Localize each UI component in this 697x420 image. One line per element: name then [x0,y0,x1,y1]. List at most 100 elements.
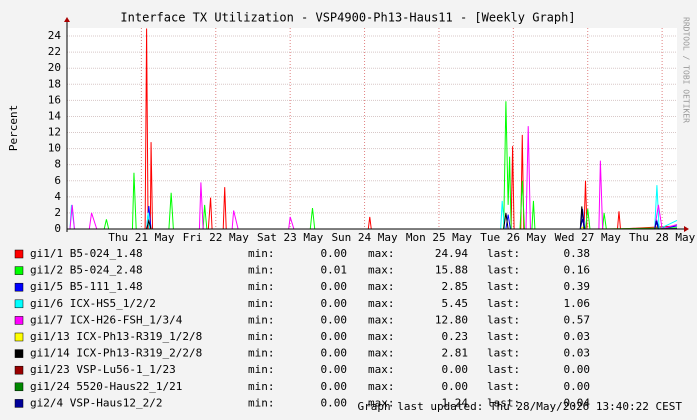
x-tick-label: Thu 21 May [108,231,175,244]
stat-label: min: [248,363,275,376]
stat-label: last: [487,247,520,260]
stat-value: 0.00 [564,380,591,393]
stat-value: 12.80 [435,313,468,326]
stat-value: 0.16 [564,264,591,277]
y-axis-arrow [64,17,70,22]
x-tick-label: Mon 25 May [406,231,473,244]
legend-swatch [14,399,24,408]
y-tick-label: 16 [48,93,61,106]
stat-label: last: [487,380,520,393]
watermark: RRDTOOL / TOBI OETIKER [682,17,691,123]
stat-label: last: [487,396,520,409]
stat-label: max: [368,280,395,293]
stat-label: max: [368,330,395,343]
stat-label: min: [248,264,275,277]
stat-value: 0.00 [321,380,348,393]
stat-value: 0.00 [321,247,348,260]
stat-label: last: [487,280,520,293]
legend-label: gi1/23 VSP-Lu56-1_1/23 [30,363,176,376]
y-tick-label: 18 [48,77,61,90]
stat-value: 0.00 [564,363,591,376]
stat-value: 0.38 [564,247,591,260]
x-tick-label: Fri 22 May [183,231,250,244]
y-tick-label: 8 [54,158,61,171]
stat-value: 0.57 [564,313,591,326]
y-tick-label: 4 [54,190,61,203]
stat-label: max: [368,363,395,376]
stat-value: 0.00 [321,347,348,360]
stat-value: 0.39 [564,280,591,293]
stat-value: 0.00 [321,297,348,310]
stat-value: 0.03 [564,347,591,360]
y-tick-label: 2 [54,206,61,219]
legend-label: gi1/14 ICX-Ph13-R319_2/2/8 [30,347,202,360]
stat-label: min: [248,247,275,260]
stat-label: max: [368,313,395,326]
stat-label: min: [248,280,275,293]
stat-value: 0.00 [321,363,348,376]
stat-label: last: [487,264,520,277]
y-tick-label: 0 [54,222,61,235]
chart-title: Interface TX Utilization - VSP4900-Ph13-… [120,11,575,25]
legend-label: gi1/1 B5-024_1.48 [30,247,143,260]
stat-value: 5.45 [442,297,469,310]
x-tick-label: Thu 28 May [629,231,696,244]
series-line [67,206,678,230]
x-tick-label: Wed 27 May [555,231,622,244]
stat-value: 0.00 [442,363,469,376]
legend: gi1/1 B5-024_1.48 min: 0.00 max: 24.94 last: 0… [14,247,591,409]
stat-value: 2.85 [442,280,469,293]
stat-value: 0.04 [564,396,591,409]
legend-swatch [14,365,24,375]
stat-value: 1.06 [564,297,591,310]
legend-label: gi2/4 VSP-Haus12_2/2 [30,396,162,409]
stat-value: 24.94 [435,247,468,260]
stat-label: last: [487,363,520,376]
stat-value: 0.23 [442,330,469,343]
y-tick-label: 10 [48,142,61,155]
y-tick-label: 6 [54,174,61,187]
stat-label: last: [487,347,520,360]
stat-label: last: [487,313,520,326]
x-tick-label: Tue 26 May [480,231,547,244]
y-tick-label: 14 [48,109,62,122]
stat-value: 15.88 [435,264,468,277]
stat-label: last: [487,297,520,310]
stat-value: 0.00 [321,313,348,326]
x-tick-label: Sat 23 May [257,231,324,244]
y-tick-label: 24 [48,29,62,42]
series-line [67,28,678,230]
stat-label: max: [368,264,395,277]
x-tick-label: Sun 24 May [331,231,398,244]
series-line [67,101,678,230]
legend-label: gi1/24 5520-Haus22_1/21 [30,380,182,393]
stat-label: max: [368,297,395,310]
stat-label: last: [487,330,520,343]
stat-value: 0.00 [321,280,348,293]
y-tick-label: 20 [48,61,61,74]
stat-value: 1.24 [442,396,469,409]
y-axis-label: Percent [7,105,20,151]
legend-swatch [14,349,24,358]
y-tick-label: 12 [48,126,61,139]
stat-label: max: [368,347,395,360]
stat-label: max: [368,247,395,260]
stat-value: 2.81 [442,347,469,360]
y-tick-label: 22 [48,45,61,58]
stat-label: min: [248,330,275,343]
legend-swatch [14,266,24,275]
footer: Graph last updated: Thu 28/May/2026 13:4… [357,400,682,413]
legend-swatch [14,299,24,309]
legend-swatch [14,332,24,342]
stat-value: 0.01 [321,264,348,277]
legend-swatch [14,382,24,392]
stat-label: max: [368,380,395,393]
legend-label: gi1/6 ICX-HS5_1/2/2 [30,297,156,310]
stat-value: 0.00 [442,380,469,393]
stat-label: min: [248,396,275,409]
stat-value: 0.00 [321,330,348,343]
legend-label: gi1/5 B5-111_1.48 [30,280,143,293]
stat-label: max: [368,396,395,409]
legend-label: gi1/7 ICX-H26-FSH_1/3/4 [30,313,183,326]
